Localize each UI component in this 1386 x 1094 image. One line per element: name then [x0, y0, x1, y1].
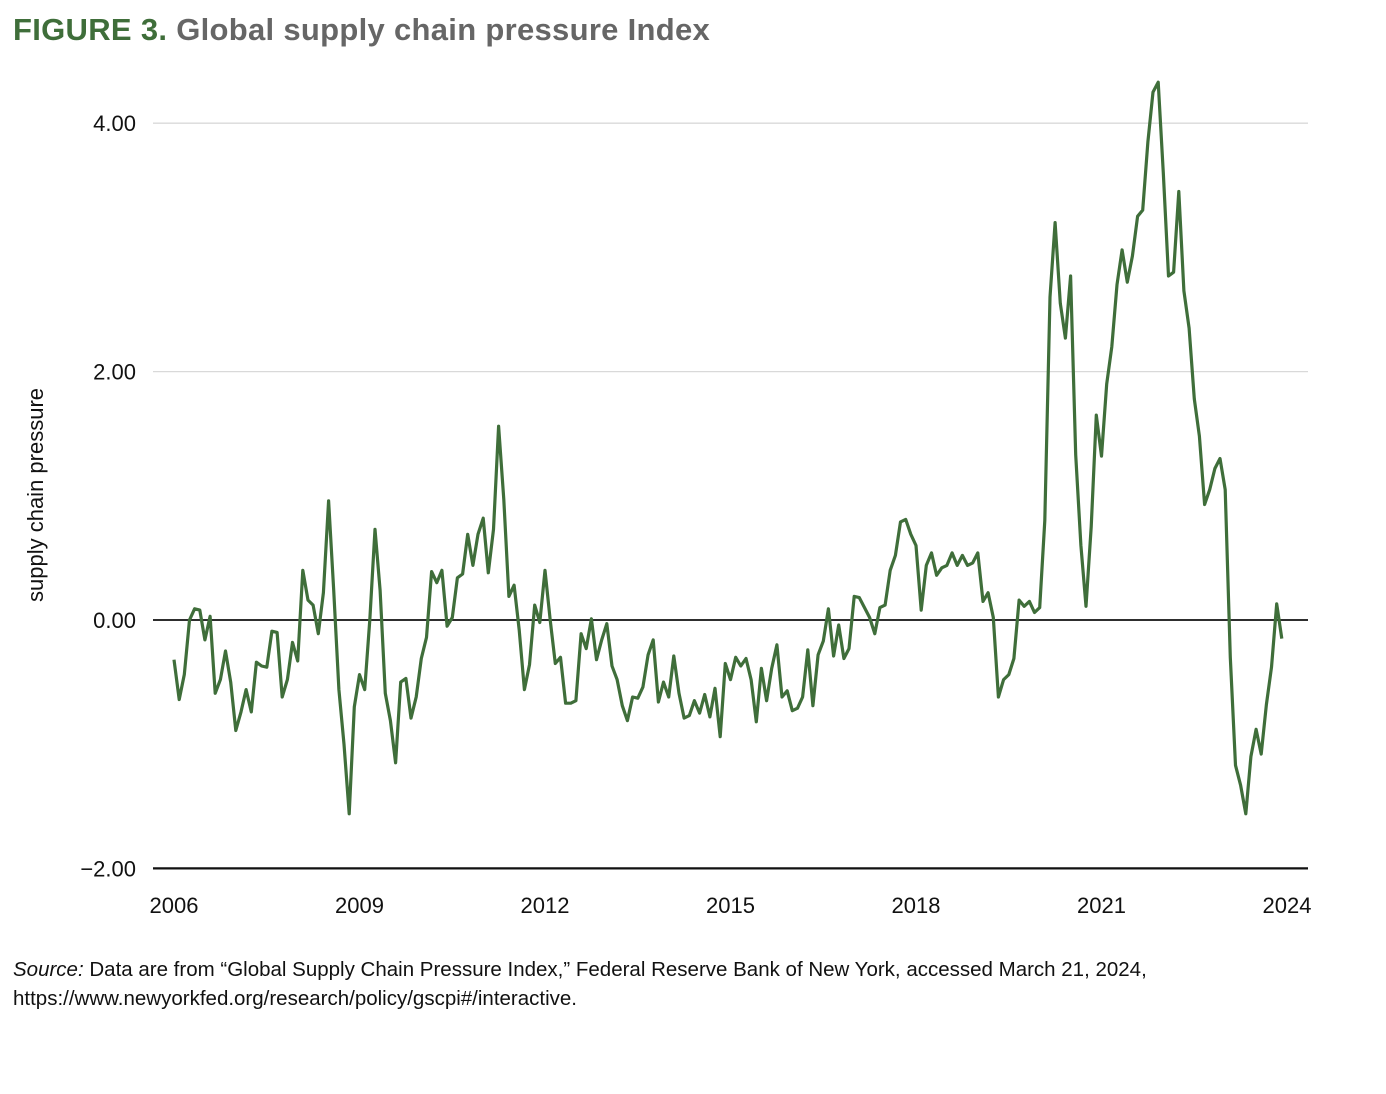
y-axis-label: supply chain pressure: [23, 388, 48, 602]
series-line: [172, 80, 1284, 816]
y-tick-label: 2.00: [93, 360, 136, 385]
y-tick-label: 4.00: [93, 111, 136, 136]
source-text: Data are from “Global Supply Chain Press…: [13, 958, 1147, 1010]
x-tick-label: 2018: [892, 893, 941, 918]
figure-title-text: Global supply chain pressure Index: [176, 12, 711, 47]
y-tick-label: −2.00: [80, 856, 136, 881]
x-tick-label: 2012: [521, 893, 570, 918]
gridlines: [153, 122, 1308, 870]
figure-title: FIGURE 3. Global supply chain pressure I…: [13, 12, 710, 48]
x-tick-label: 2015: [706, 893, 755, 918]
x-tick-label: 2021: [1077, 893, 1126, 918]
x-tick-label: 2006: [150, 893, 199, 918]
x-axis-ticks: 2006 2009 2012 2015 2018 2021 2024: [150, 893, 1312, 918]
source-label: Source:: [13, 958, 84, 981]
y-axis-ticks: 4.00 2.00 0.00 −2.00: [80, 111, 136, 881]
source-note: Source: Data are from “Global Supply Cha…: [13, 955, 1343, 1013]
y-tick-label: 0.00: [93, 608, 136, 633]
x-tick-label: 2009: [335, 893, 384, 918]
figure-label: FIGURE 3.: [13, 12, 168, 47]
x-tick-label: 2024: [1263, 893, 1312, 918]
line-chart: 4.002.000.00−2.00 2006 2009 2012 2015 2018 20…: [23, 80, 1312, 918]
